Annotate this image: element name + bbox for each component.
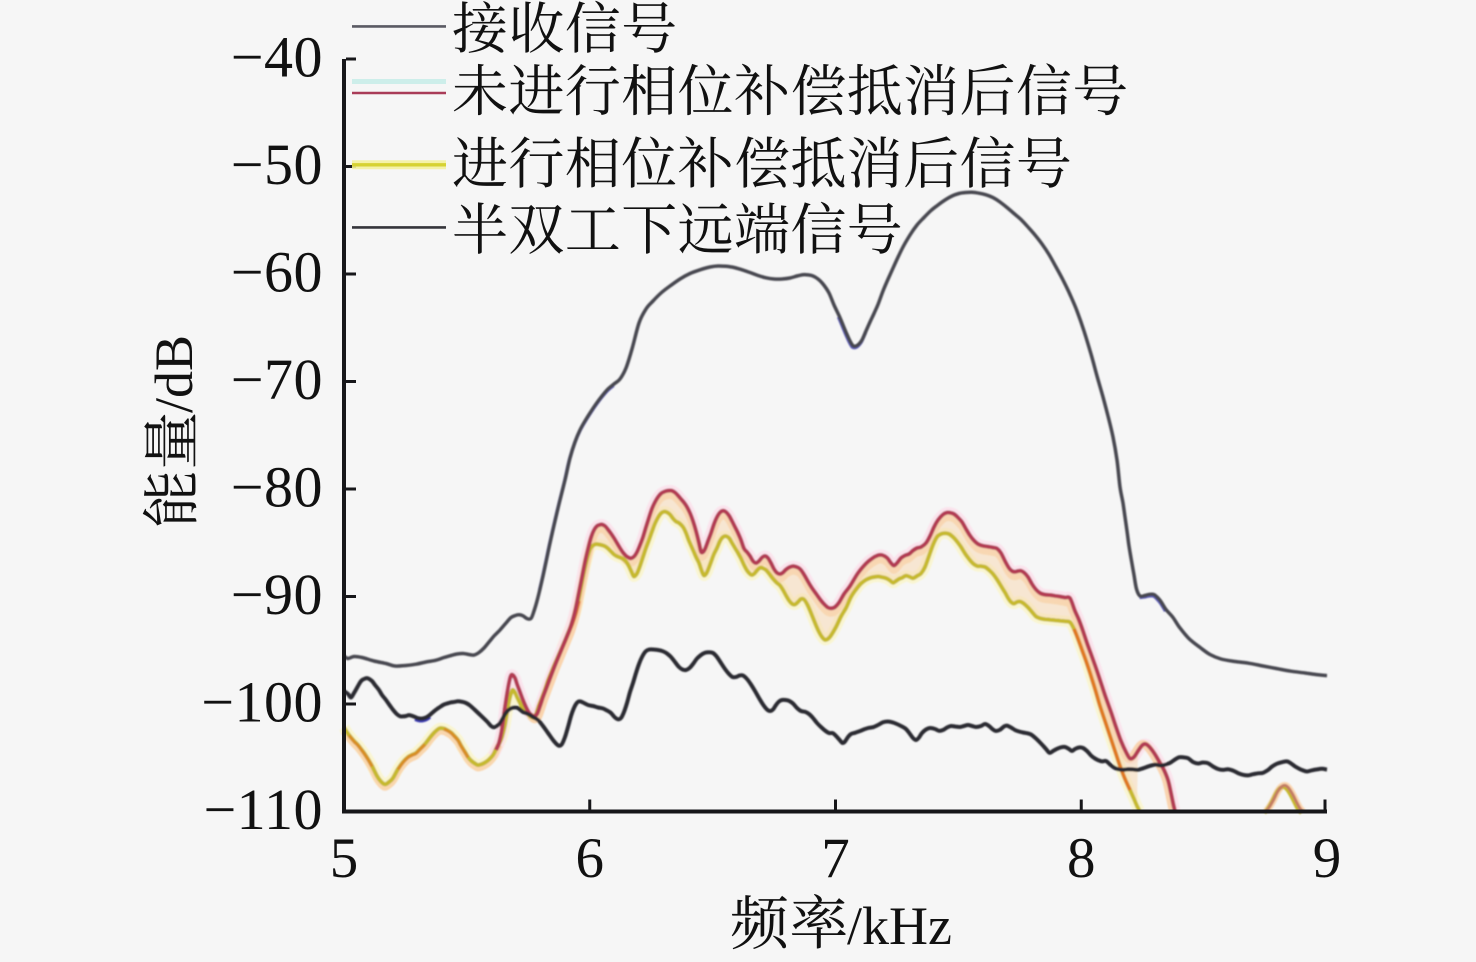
svg-text:7: 7 bbox=[821, 827, 850, 890]
svg-text:/kHz: /kHz bbox=[847, 896, 952, 956]
svg-text:−80: −80 bbox=[231, 455, 323, 520]
svg-text:−60: −60 bbox=[231, 240, 323, 305]
svg-text:−100: −100 bbox=[201, 670, 323, 735]
svg-text:8: 8 bbox=[1067, 827, 1096, 890]
svg-text:−40: −40 bbox=[231, 25, 323, 90]
svg-text:5: 5 bbox=[330, 827, 359, 890]
svg-text:−50: −50 bbox=[231, 132, 323, 197]
svg-text:6: 6 bbox=[576, 827, 605, 890]
svg-text:/dB: /dB bbox=[144, 335, 204, 413]
svg-text:−90: −90 bbox=[231, 562, 323, 627]
svg-text:−110: −110 bbox=[203, 777, 323, 842]
svg-text:9: 9 bbox=[1313, 827, 1342, 890]
svg-text:−70: −70 bbox=[231, 347, 323, 412]
